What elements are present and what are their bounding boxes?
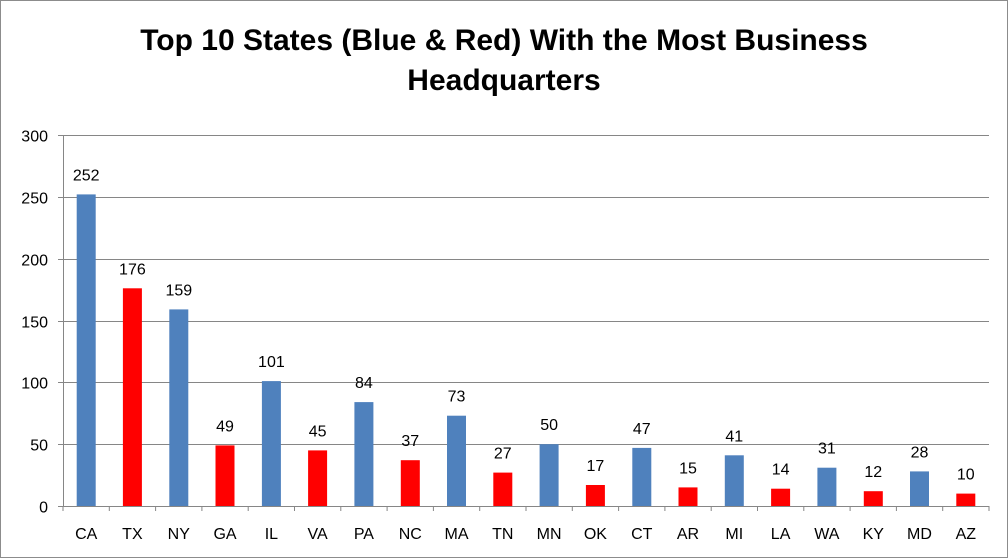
x-tick-label-ky: KY — [863, 526, 885, 543]
data-label-wa: 31 — [818, 441, 836, 458]
data-label-ct: 47 — [633, 421, 651, 438]
data-label-mi: 41 — [725, 428, 743, 445]
y-tick-label: 200 — [21, 253, 48, 270]
x-tick-label-az: AZ — [956, 526, 977, 543]
x-tick-label-ma: MA — [445, 526, 469, 543]
data-label-ca: 252 — [73, 167, 100, 184]
y-tick-label: 50 — [30, 438, 48, 455]
data-label-md: 28 — [911, 444, 929, 461]
x-tick-label-ga: GA — [213, 526, 236, 543]
chart-title-line-2: Headquarters — [407, 64, 601, 97]
bar-ca — [76, 194, 96, 506]
bar-ar — [678, 487, 698, 506]
bar-tn — [493, 472, 513, 506]
data-label-mn: 50 — [540, 417, 558, 434]
bar-md — [910, 471, 929, 506]
bar-la — [771, 488, 791, 506]
data-label-ar: 15 — [679, 460, 697, 477]
y-tick-label: 250 — [21, 191, 48, 208]
x-tick-label-ar: AR — [677, 526, 699, 543]
x-tick-label-tn: TN — [492, 526, 513, 543]
data-label-ky: 12 — [864, 464, 882, 481]
x-tick-label-wa: WA — [814, 526, 840, 543]
data-label-ny: 159 — [165, 282, 192, 299]
x-tick-label-nc: NC — [399, 526, 422, 543]
data-label-ga: 49 — [216, 418, 234, 435]
x-tick-label-ct: CT — [631, 526, 653, 543]
bar-ok — [585, 485, 605, 506]
data-label-ok: 17 — [587, 458, 605, 475]
x-tick-label-mi: MI — [725, 526, 743, 543]
gridlines — [63, 135, 989, 445]
bar-ct — [632, 447, 652, 506]
x-tick-label-ny: NY — [168, 526, 191, 543]
bar-az — [956, 493, 976, 506]
bar-tx — [122, 288, 142, 506]
bar-pa — [354, 402, 374, 506]
bar-ky — [863, 491, 883, 506]
y-tick-label: 0 — [39, 500, 48, 517]
x-tick-label-va: VA — [308, 526, 328, 543]
y-tick-label: 150 — [21, 315, 48, 332]
y-tick-label: 100 — [21, 376, 48, 393]
bar-ga — [215, 445, 235, 506]
data-label-az: 10 — [957, 467, 975, 484]
data-labels: 252 176 159 49 101 45 84 37 73 27 50 17 47 15 41 14 31 12… — [73, 167, 975, 483]
bar-va — [308, 450, 328, 506]
bar-mn — [539, 444, 559, 506]
bars — [76, 194, 976, 506]
data-label-ma: 73 — [448, 389, 466, 406]
x-tick-label-pa: PA — [354, 526, 374, 543]
data-label-il: 101 — [258, 354, 285, 371]
x-tick-label-la: LA — [771, 526, 791, 543]
data-label-tx: 176 — [119, 261, 146, 278]
chart-title: Top 10 States (Blue & Red) With the Most… — [1, 21, 1007, 101]
bar-ny — [169, 309, 189, 506]
data-label-va: 45 — [309, 423, 327, 440]
bar-ma — [447, 415, 466, 506]
data-label-pa: 84 — [355, 375, 373, 392]
x-tick-label-ca: CA — [75, 526, 98, 543]
x-tick-label-il: IL — [265, 526, 278, 543]
x-axis: CA TX NY GA IL VA PA NC MA TN MN OK CT AR MI LA WA KY MD AZ — [62, 506, 990, 543]
x-tick-label-tx: TX — [122, 526, 143, 543]
data-label-la: 14 — [772, 462, 790, 479]
x-tick-label-ok: OK — [584, 526, 607, 543]
y-tick-label: 300 — [21, 129, 48, 146]
data-label-nc: 37 — [401, 433, 419, 450]
x-tick-label-mn: MN — [537, 526, 562, 543]
bar-nc — [400, 460, 420, 506]
bar-il — [261, 381, 281, 506]
bar-wa — [817, 467, 837, 506]
y-axis: 0 50 100 150 200 250 300 — [21, 129, 64, 517]
chart-title-line-1: Top 10 States (Blue & Red) With the Most… — [140, 24, 868, 57]
x-tick-label-md: MD — [907, 526, 932, 543]
data-label-tn: 27 — [494, 446, 512, 463]
bar-mi — [724, 455, 744, 506]
